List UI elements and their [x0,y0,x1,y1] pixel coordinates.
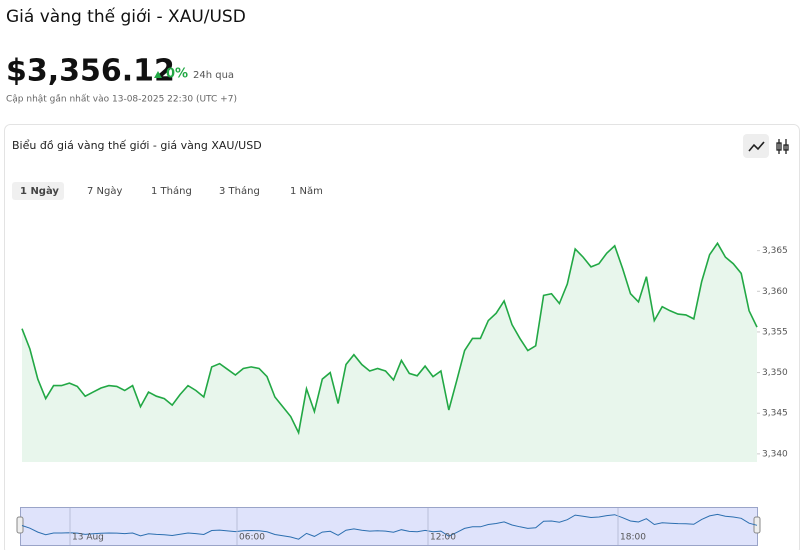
y-tick-label: 3,340 [762,449,788,459]
navigator-label: 12:00 [430,533,456,543]
range-tab[interactable]: 1 Năm [290,186,323,197]
range-tab[interactable]: 3 Tháng [219,185,260,197]
price-line [21,241,758,436]
updated: Cập nhật gần nhất vào 13-08-2025 22:30 (… [6,94,237,105]
candle-mode-button[interactable] [776,139,789,154]
nav-handle-left[interactable] [16,516,24,534]
line-icon [748,141,765,152]
range-tab[interactable]: 1 Tháng [151,185,192,197]
area [22,243,757,462]
y-tick-label: 3,360 [762,287,788,297]
navigator-label: 06:00 [239,533,265,543]
y-tick-label: 3,355 [762,327,788,337]
y-tick-label: 3,345 [762,409,788,419]
y-tick-label: 3,350 [762,368,788,378]
range-tab[interactable]: 7 Ngày [87,185,122,197]
navigator-line [21,513,758,540]
navigator-label: 18:00 [620,533,646,543]
range-tab[interactable]: 1 Ngày [20,185,59,197]
up-arrow [154,71,162,78]
navigator[interactable] [20,507,758,546]
period: 24h qua [193,70,234,81]
page-title: Giá vàng thế giới - XAU/USD [6,6,246,27]
navigator-label: 13 Aug [72,533,104,543]
chart-title: Biểu đồ giá vàng thế giới - giá vàng XAU… [12,139,262,152]
y-tick-label: 3,365 [762,246,788,256]
price: $3,356.12 [6,54,175,89]
active-tab-bg [12,182,64,200]
change: 0% [166,67,188,82]
